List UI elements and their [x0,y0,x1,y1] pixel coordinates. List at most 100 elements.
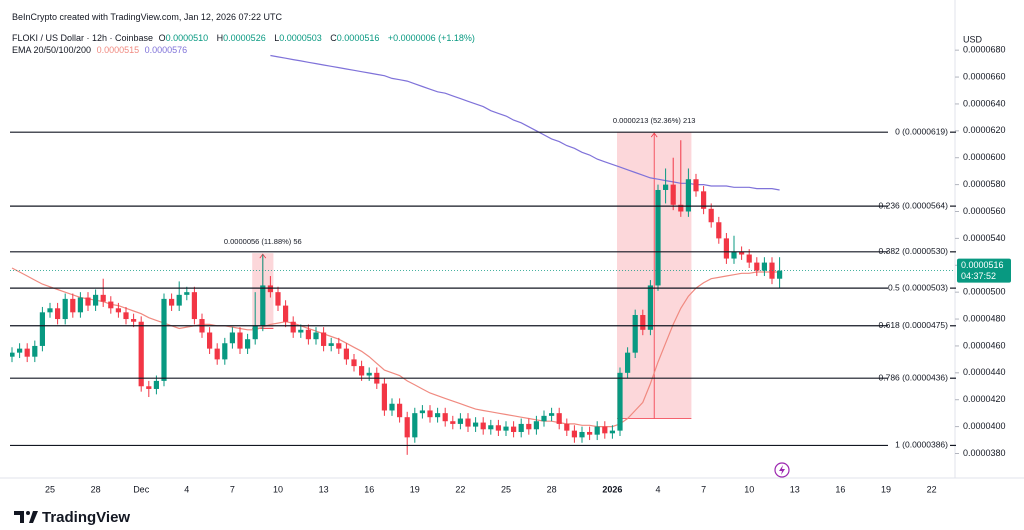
fib-label: 0.382 (0.0000530) [879,246,949,256]
candle-body [685,179,691,212]
candle-body [412,413,418,438]
candle-body [275,292,281,306]
x-tick-label: 16 [835,484,845,494]
candle-body [549,413,555,416]
candle-body [85,297,91,306]
candle-body [678,204,684,212]
change: +0.0000006 (+1.18%) [387,33,475,43]
ohlc-label: O [158,33,166,43]
candle-body [419,410,425,414]
candle-body [587,431,593,435]
alert-bolt [779,465,785,475]
fib-label: 0 (0.0000619) [895,126,948,136]
candle-body [518,423,524,432]
candle-body [176,294,182,306]
ohlc-value: 0.0000526 [223,33,266,43]
candle-body [739,251,745,255]
candle-body [24,348,30,357]
candle-body [457,418,463,424]
candle-body [123,312,129,320]
candle-body [503,426,509,431]
candle-body [138,321,144,387]
candle-body [556,413,562,424]
ema-value: 0.0000515 [96,45,140,55]
candle-body [252,325,258,340]
candle-body [108,301,114,309]
candle-body [427,410,433,418]
y-tick-label: 0.0000440 [963,367,1006,377]
candle-body [169,298,175,306]
x-tick-label: 16 [364,484,374,494]
y-tick-label: 0.0000420 [963,394,1006,404]
candle-body [533,421,539,430]
ohlc-value: 0.0000503 [279,33,322,43]
x-tick-label: 28 [91,484,101,494]
ohlc-label: H [216,33,224,43]
brand: TradingView [42,509,130,526]
candle-body [381,383,387,411]
candle-body [214,348,220,360]
logo-dot [26,511,30,515]
candle-body [708,208,714,223]
candle-body [146,386,152,389]
y-tick-label: 0.0000620 [963,125,1006,135]
x-tick-label: 13 [319,484,329,494]
x-tick-label: 2026 [602,484,622,494]
candle-body [100,294,106,302]
candle-body [761,262,767,271]
candle-body [260,285,266,326]
alert-icon[interactable] [774,462,790,478]
y-tick-label: 0.0000540 [963,233,1006,243]
ema-line [270,54,780,191]
x-tick-label: Dec [133,484,150,494]
x-tick-label: 25 [501,484,511,494]
logo-mark [14,511,24,523]
candle-body [655,189,661,286]
plot [10,54,783,455]
y-tick-label: 0.0000380 [963,448,1006,458]
candle-body [229,332,235,344]
x-tick-label: 4 [655,484,660,494]
symbol: FLOKI / US Dollar · 12h · Coinbase [12,33,154,43]
candle-body [55,308,61,320]
x-tick-label: 19 [881,484,891,494]
candle-body [131,319,137,322]
candle-body [701,191,707,209]
source: BeInCrypto created with TradingView.com,… [12,12,282,22]
candle-body [313,332,319,340]
candle-body [609,430,615,434]
x-tick-label: 19 [410,484,420,494]
candle-body [404,417,410,438]
candle-body [267,285,273,293]
candle-body [746,254,752,263]
y-tick-label: 0.0000640 [963,98,1006,108]
indicator: EMA 20/50/100/200 [12,45,92,55]
measure-arrowhead [650,132,658,138]
x-tick-label: 13 [790,484,800,494]
candle-body [328,343,334,346]
candle-body [473,422,479,427]
candle-body [397,403,403,418]
candle-body [283,305,289,322]
x-tick-label: 22 [927,484,937,494]
candle-body [351,359,357,367]
candle-body [602,426,608,434]
candle-body [564,423,570,431]
price-tag [957,258,1011,283]
candle-body [465,418,471,427]
x-tick-label: 4 [184,484,189,494]
x-tick-label: 7 [701,484,706,494]
candle-body [343,348,349,360]
candle-body [754,262,760,271]
y-tick-label: 0.0000580 [963,179,1006,189]
candle-body [115,308,121,313]
x-tick-label: 25 [45,484,55,494]
candle-body [442,413,448,422]
candle-body [647,285,653,330]
measure-label: 0.0000056 (11.88%) 56 [224,237,302,246]
candle-body [594,426,600,435]
candle-body [77,297,83,313]
ohlc-value: 0.0000510 [165,33,209,43]
candle-body [366,372,372,376]
